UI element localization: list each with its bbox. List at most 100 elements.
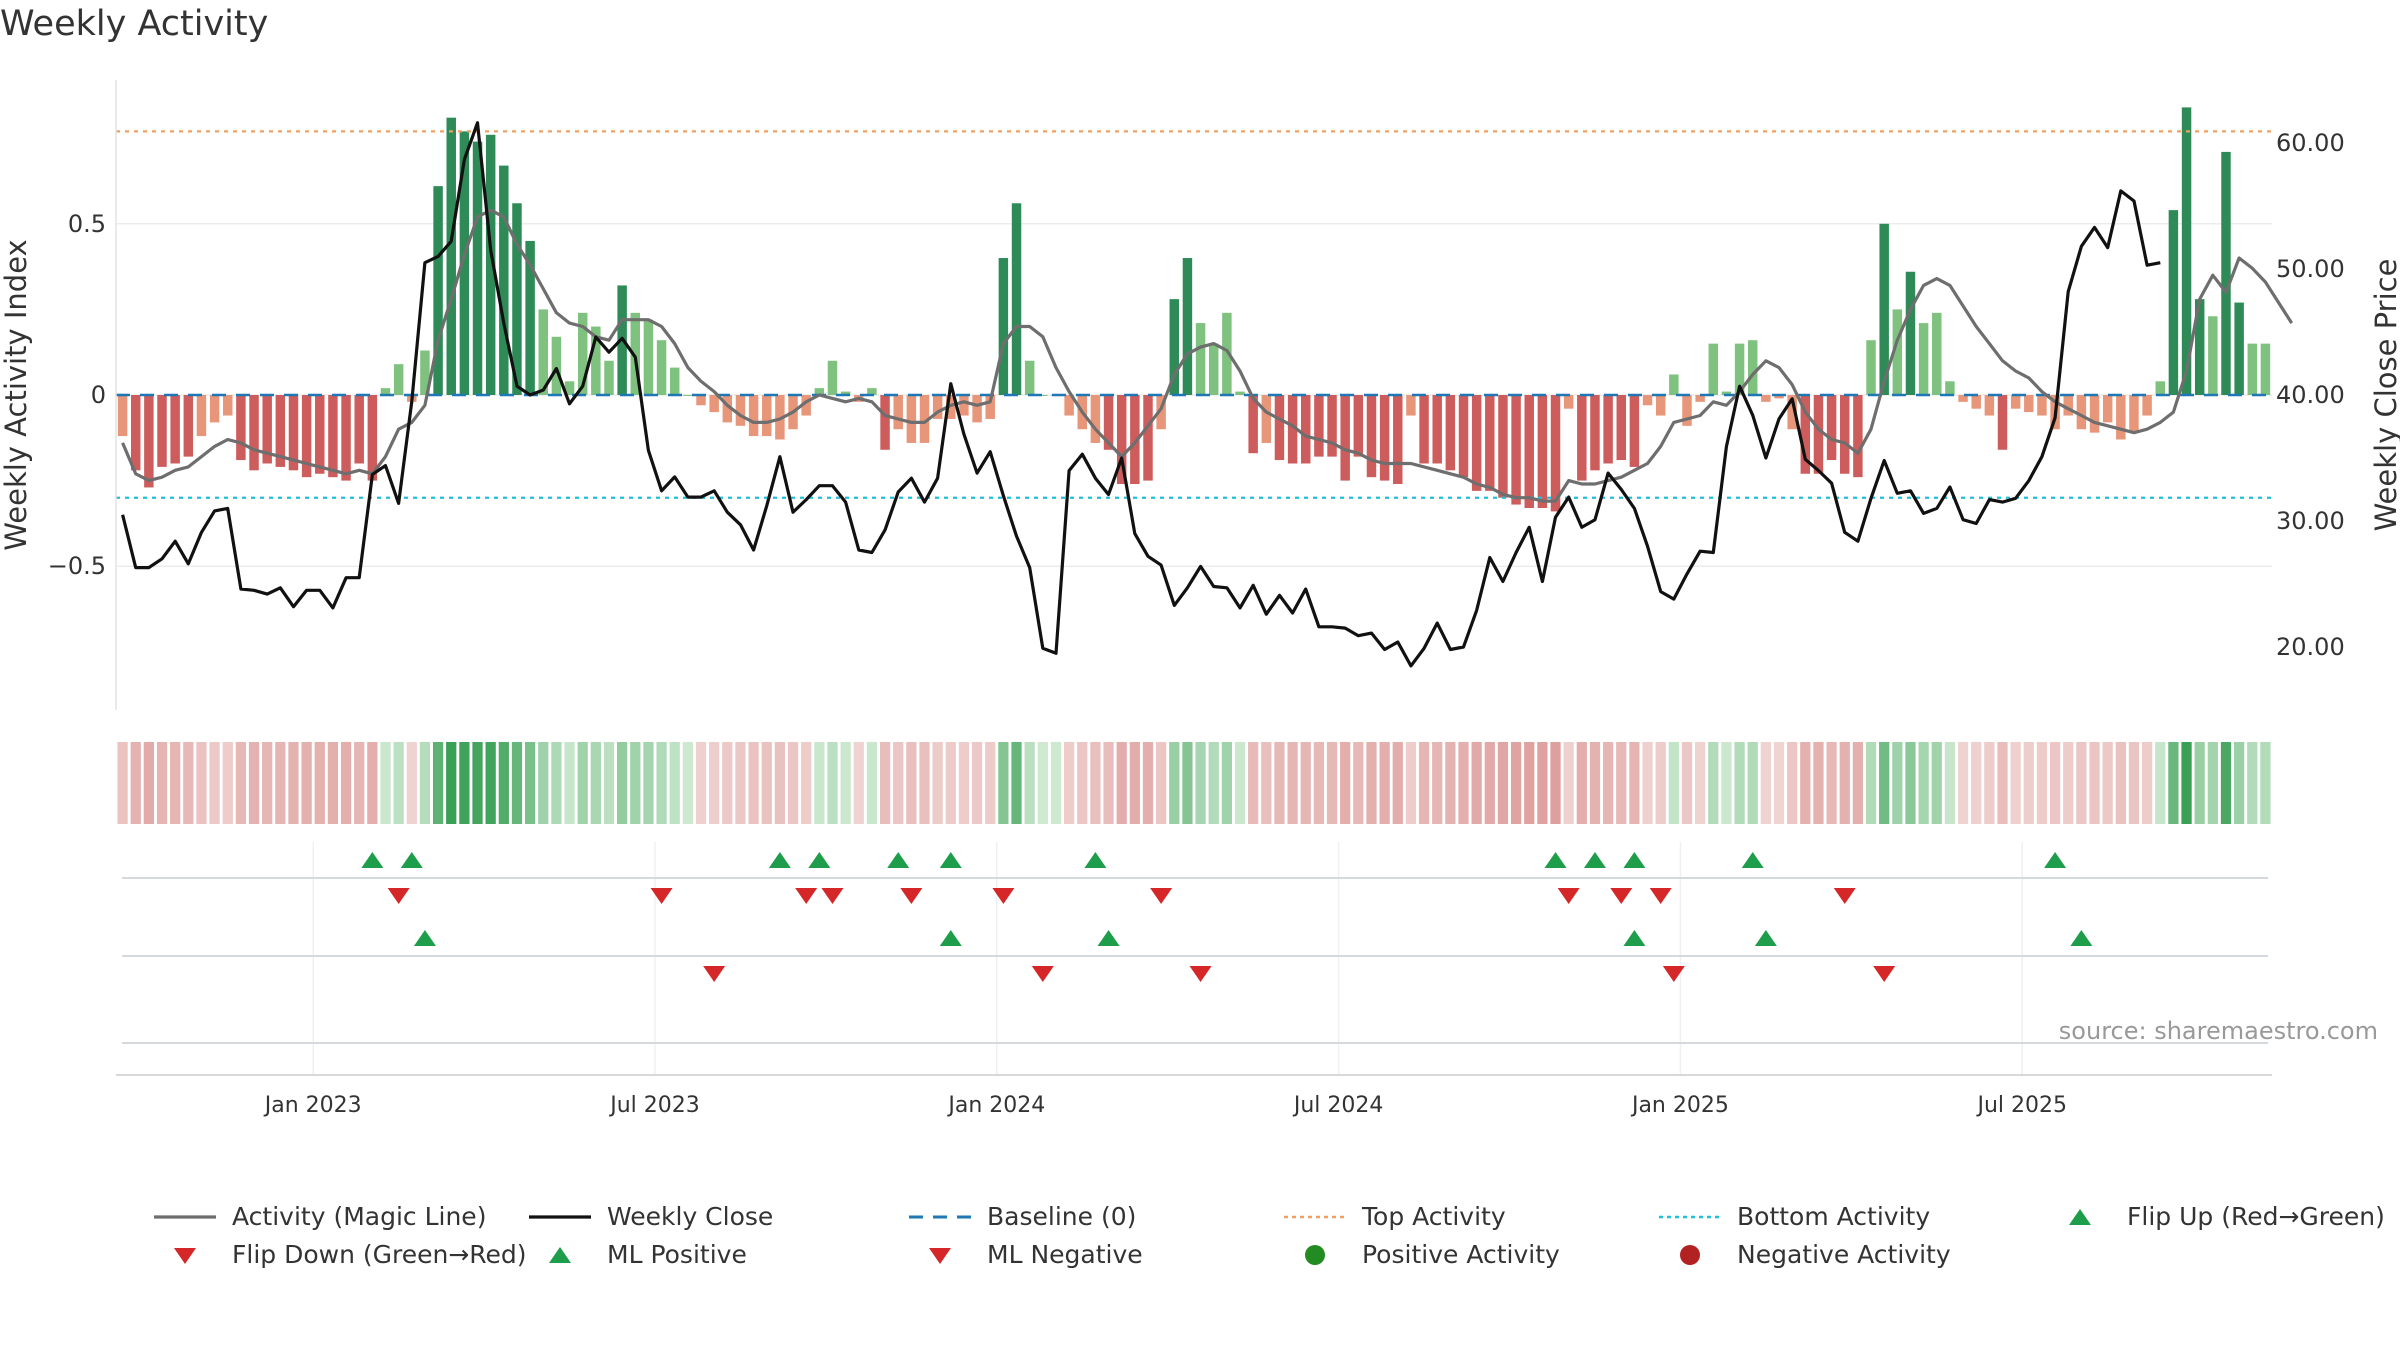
chart-title: Weekly Activity xyxy=(0,4,269,44)
activity-bar xyxy=(2142,395,2152,416)
activity-bar xyxy=(1879,223,1889,395)
swatch-circle xyxy=(1680,1244,1700,1265)
activity-bar xyxy=(1932,312,1942,395)
activity-bar xyxy=(341,395,351,481)
heat-cell xyxy=(432,742,444,824)
heat-cell xyxy=(1182,742,1193,824)
heat-cell xyxy=(1261,742,1272,824)
legend-item: ML Positive xyxy=(527,1240,747,1269)
legend-item: ML Negative xyxy=(907,1240,1143,1269)
activity-bar xyxy=(2089,395,2100,433)
ml-positive-marker xyxy=(1754,930,1777,946)
heat-cell xyxy=(603,742,615,824)
activity-bar xyxy=(1156,395,1166,430)
heat-cell xyxy=(1142,742,1154,824)
flip-down-marker xyxy=(1557,888,1580,904)
legend-label: Positive Activity xyxy=(1362,1240,1560,1269)
ml-positive-marker xyxy=(1097,930,1120,946)
heat-cell xyxy=(1037,742,1048,824)
heat-cell xyxy=(2234,742,2245,824)
activity-bar xyxy=(209,395,220,423)
heat-cell xyxy=(524,742,536,824)
legend-label: Flip Up (Red→Green) xyxy=(2127,1202,2385,1231)
heat-cell xyxy=(209,742,220,824)
heat-cell xyxy=(367,742,378,824)
heat-cell xyxy=(485,742,496,824)
heat-cell xyxy=(1918,742,1929,824)
activity-bar xyxy=(880,395,890,450)
activity-bar xyxy=(1353,395,1364,457)
heat-cell xyxy=(1681,742,1693,824)
activity-bar xyxy=(157,395,167,467)
right-tick-label: 60.00 xyxy=(2276,129,2345,157)
heat-cell xyxy=(288,742,299,824)
heat-cell xyxy=(340,742,352,824)
heat-cell xyxy=(1379,742,1390,824)
x-tick-label: Jan 2024 xyxy=(946,1093,1045,1118)
activity-bar xyxy=(1603,395,1613,464)
heat-cell xyxy=(1156,742,1167,824)
swatch-triangle-down xyxy=(174,1247,196,1264)
heat-cell xyxy=(143,742,154,824)
legend-swatch xyxy=(1680,1244,1700,1265)
heat-cell xyxy=(1458,742,1469,824)
activity-bar xyxy=(1866,340,1876,395)
activity-bar xyxy=(223,395,233,416)
heat-cell xyxy=(801,742,812,824)
activity-bar xyxy=(604,360,614,395)
heat-cell xyxy=(1169,742,1180,824)
heat-cell xyxy=(406,742,417,824)
activity-bar xyxy=(1366,395,1377,478)
heat-cell xyxy=(1852,742,1864,824)
heat-cell xyxy=(2036,742,2048,824)
activity-bar xyxy=(932,395,943,419)
right-tick-label: 50.00 xyxy=(2276,255,2345,283)
activity-bar xyxy=(1511,395,1521,505)
heat-cell xyxy=(1695,742,1706,824)
activity-bar xyxy=(735,395,746,426)
heat-cell xyxy=(1668,742,1679,824)
activity-bar xyxy=(2024,395,2034,413)
heat-cell xyxy=(814,742,825,824)
activity-bar xyxy=(380,388,391,395)
heat-cell xyxy=(879,742,891,824)
heat-cell xyxy=(275,742,286,824)
activity-bar xyxy=(512,203,522,395)
heat-cell xyxy=(1366,742,1377,824)
activity-bar xyxy=(2037,395,2047,416)
right-axis-label: Weekly Close Price xyxy=(2369,259,2400,532)
activity-bar xyxy=(1195,323,1206,395)
heat-cell xyxy=(1642,742,1653,824)
activity-bar xyxy=(367,395,378,481)
activity-bar xyxy=(1274,395,1285,461)
heat-cell xyxy=(2220,742,2232,824)
activity-bar xyxy=(827,360,838,395)
activity-bar xyxy=(183,395,194,457)
flip-up-marker xyxy=(1583,852,1606,868)
flip-down-marker xyxy=(1649,888,1672,904)
activity-bar xyxy=(1918,323,1929,395)
ml-negative-marker xyxy=(703,966,726,982)
heat-cell xyxy=(1708,742,1719,824)
heat-cell xyxy=(735,742,746,824)
activity-bar xyxy=(814,388,825,395)
ml-positive-marker xyxy=(1623,930,1646,946)
legend-item: Flip Down (Green→Red) xyxy=(152,1240,527,1269)
heat-cell xyxy=(1997,742,2008,824)
heat-cell xyxy=(1234,742,1246,824)
activity-bar xyxy=(130,395,141,471)
activity-bar xyxy=(538,309,548,395)
activity-bar xyxy=(1038,395,1048,396)
heat-cell xyxy=(1510,742,1522,824)
flip-up-marker xyxy=(1544,852,1567,868)
heat-cell xyxy=(1892,742,1903,824)
heat-cell xyxy=(2115,742,2126,824)
legend-swatch xyxy=(2069,1208,2091,1225)
heat-cell xyxy=(222,742,233,824)
heat-cell xyxy=(998,742,1009,824)
heat-cell xyxy=(130,742,141,824)
legend-swatch xyxy=(529,1214,591,1219)
heat-cell xyxy=(1300,742,1311,824)
activity-bar xyxy=(1024,360,1035,395)
heat-cell xyxy=(1563,742,1574,824)
